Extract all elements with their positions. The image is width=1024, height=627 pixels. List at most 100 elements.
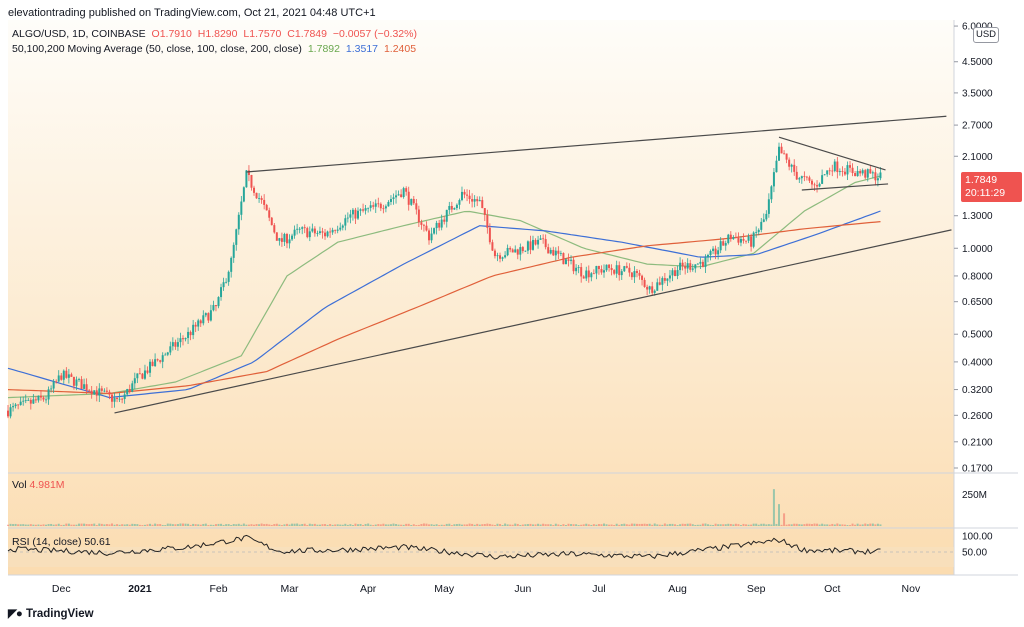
volume-bar	[204, 523, 207, 526]
volume-bar	[242, 523, 245, 526]
moving-average-legend[interactable]: 50,100,200 Moving Average (50, close, 10…	[12, 43, 419, 55]
candle-body	[531, 239, 534, 250]
ma-study-label[interactable]: 50,100,200 Moving Average (50, close, 10…	[12, 43, 302, 55]
volume-bar	[808, 523, 811, 526]
candle-body	[311, 228, 314, 232]
volume-bar	[247, 524, 250, 526]
candle-body	[458, 200, 461, 205]
volume-bar	[836, 523, 839, 526]
time-tick-label: Jun	[514, 583, 531, 595]
candle-body	[324, 232, 327, 237]
publisher-line: elevationtrading published on TradingVie…	[8, 7, 376, 19]
candle-body	[752, 232, 755, 247]
volume-bar	[334, 524, 337, 526]
candle-body	[351, 209, 354, 215]
candle-body	[466, 194, 469, 196]
currency-badge[interactable]: USD	[973, 27, 999, 43]
candle-body	[625, 266, 628, 268]
candle-body	[580, 267, 583, 277]
candle-body	[516, 249, 519, 255]
volume-bar	[772, 489, 775, 526]
volume-bar	[433, 524, 436, 526]
volume-bar	[521, 524, 524, 526]
candle-body	[788, 159, 791, 167]
volume-bar	[767, 524, 770, 526]
candle-body	[103, 390, 106, 392]
volume-bar	[737, 524, 740, 526]
volume-bar	[149, 523, 152, 526]
candle-body	[861, 170, 864, 174]
candle-body	[410, 198, 413, 205]
time-tick-label: Dec	[52, 583, 71, 595]
candle-body	[118, 398, 121, 400]
volume-bar	[854, 524, 857, 526]
candle-body	[714, 248, 717, 255]
volume-bar	[230, 524, 233, 526]
candle-body	[638, 272, 641, 276]
candle-body	[70, 374, 73, 377]
candle-body	[879, 172, 882, 179]
candle-body	[27, 399, 30, 401]
volume-bar	[597, 524, 600, 526]
volume-bar	[268, 524, 271, 526]
candle-body	[737, 237, 740, 243]
candle-body	[285, 234, 288, 244]
candles-layer	[7, 142, 882, 419]
volume-bar	[311, 524, 314, 526]
volume-bar	[402, 524, 405, 526]
volume-bar	[410, 525, 413, 526]
candle-body	[90, 390, 93, 395]
candle-body	[329, 231, 332, 233]
volume-bar	[679, 524, 682, 526]
volume-bar	[671, 523, 674, 526]
candle-body	[608, 264, 611, 268]
candle-body	[161, 355, 164, 362]
candle-body	[392, 197, 395, 200]
volume-bar	[344, 523, 347, 526]
volume-bar	[595, 524, 598, 526]
candle-body	[780, 146, 783, 154]
candle-body	[836, 161, 839, 173]
volume-bar	[493, 525, 496, 526]
candle-body	[372, 205, 375, 207]
symbol-legend[interactable]: ALGO/USD, 1D, COINBASE O1.7910 H1.8290 L…	[12, 28, 420, 40]
volume-bar	[166, 523, 169, 526]
volume-bar	[293, 523, 296, 526]
candle-body	[400, 194, 403, 198]
time-tick-label: May	[434, 583, 455, 595]
volume-bar	[356, 524, 359, 526]
candle-body	[143, 370, 146, 379]
price-tick-label: 0.4000	[962, 357, 993, 368]
candle-body	[506, 247, 509, 256]
candle-body	[349, 214, 352, 218]
volume-legend[interactable]: Vol 4.981M	[12, 479, 65, 491]
candle-body	[724, 243, 727, 246]
candle-body	[159, 360, 162, 362]
candle-body	[354, 209, 357, 219]
rsi-legend[interactable]: RSI (14, close) 50.61	[12, 536, 111, 548]
volume-bar	[590, 524, 593, 526]
candle-body	[823, 174, 826, 176]
tradingview-logo[interactable]: ◤● TradingView	[8, 606, 94, 620]
volume-bar	[67, 523, 70, 526]
candle-body	[856, 170, 859, 177]
volume-bar	[762, 523, 765, 526]
candle-body	[770, 186, 773, 200]
symbol-name[interactable]: ALGO/USD, 1D, COINBASE	[12, 28, 146, 40]
candle-body	[772, 172, 775, 187]
volume-bar	[719, 524, 722, 526]
volume-bar	[306, 525, 309, 526]
candle-body	[679, 262, 682, 271]
time-tick-label: Aug	[668, 583, 687, 595]
candle-body	[32, 399, 35, 404]
candle-body	[709, 250, 712, 255]
candle-body	[227, 271, 230, 282]
candle-body	[559, 253, 562, 254]
time-tick-label: 2021	[128, 583, 152, 595]
rsi-value: 50.61	[84, 536, 111, 548]
candle-body	[225, 281, 228, 283]
volume-bar	[453, 524, 456, 526]
volume-bar	[823, 524, 826, 526]
